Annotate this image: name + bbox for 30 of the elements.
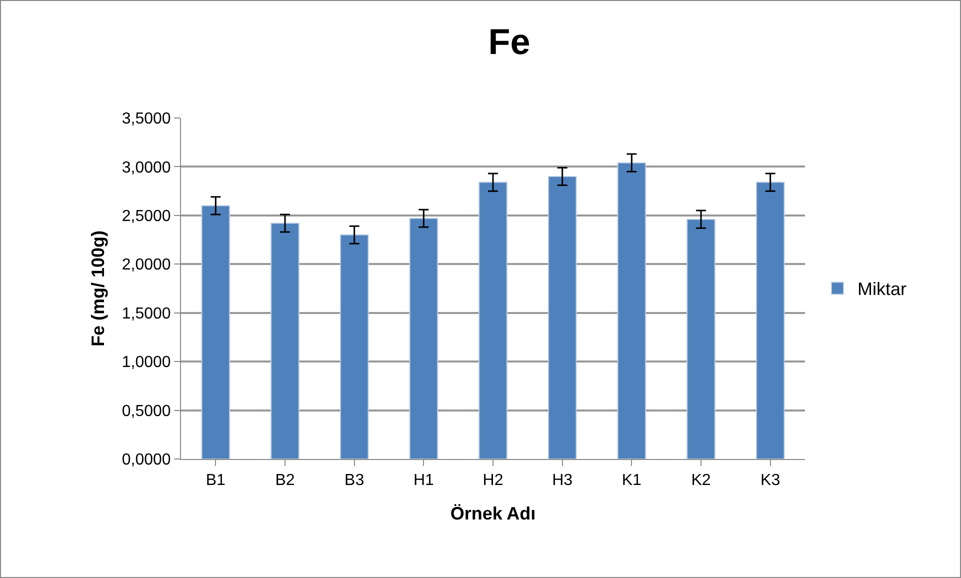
y-axis-title: Fe (mg/ 100g) (88, 230, 108, 347)
x-tick-label: H3 (552, 472, 573, 490)
bar (617, 162, 646, 459)
y-tick-label: 2,5000 (122, 208, 171, 226)
x-tick-label: K2 (691, 472, 711, 490)
y-tick-label: 1,0000 (122, 354, 171, 372)
bar (270, 222, 300, 459)
x-tick-label: K3 (760, 472, 780, 490)
bar (409, 218, 438, 459)
y-tick-label: 0,0000 (122, 452, 171, 469)
x-axis-title: Örnek Adı (450, 503, 536, 524)
x-tick-label: H2 (482, 472, 504, 490)
bar (340, 234, 369, 459)
y-tick-label: 0,5000 (122, 402, 171, 420)
bar (201, 205, 230, 459)
y-tick-label: 2,0000 (122, 256, 171, 274)
bar (756, 182, 785, 459)
bar (548, 176, 577, 459)
y-tick-label: 1,5000 (122, 305, 171, 322)
chart-title: Fe (488, 20, 530, 62)
bar (686, 218, 716, 459)
x-tick-label: B3 (344, 472, 364, 490)
x-tick-label: K1 (622, 472, 642, 490)
x-tick-label: H1 (413, 472, 434, 490)
legend-label: Miktar (857, 279, 906, 300)
y-tick-label: 3,0000 (122, 159, 171, 176)
bar (478, 182, 508, 459)
y-tick-label: 3,5000 (122, 110, 171, 128)
x-tick-label: B2 (275, 472, 295, 490)
x-tick-label: B1 (206, 472, 226, 490)
